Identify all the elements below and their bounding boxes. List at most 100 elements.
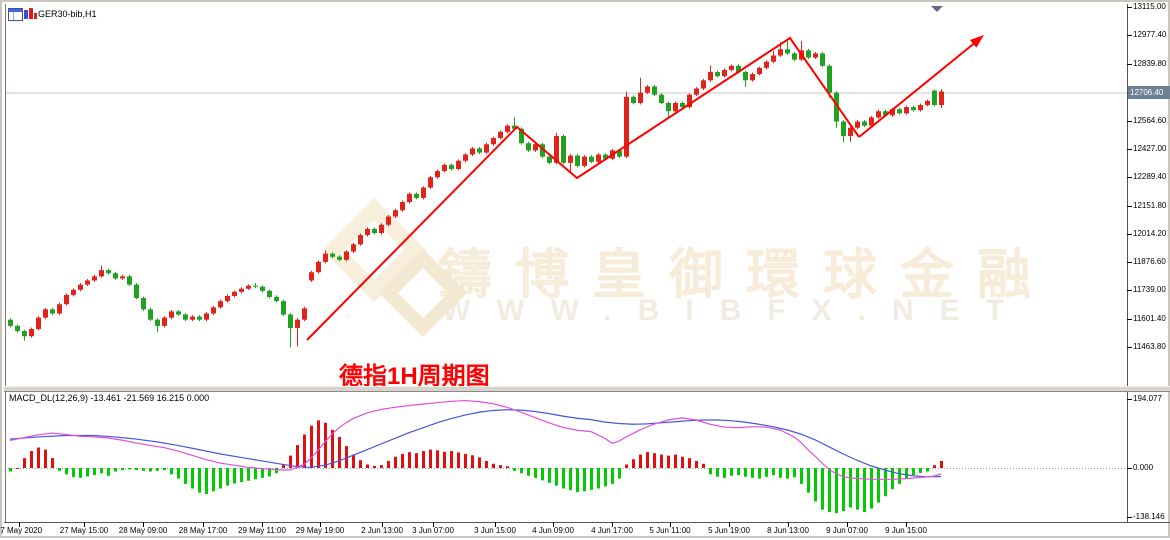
time-tick-label: 4 Jun 09:00 [532, 526, 574, 535]
candle-body [869, 117, 874, 126]
candle-body [687, 94, 692, 108]
macd-histogram-bar [415, 453, 418, 468]
macd-histogram-bar [191, 468, 194, 489]
trend-arrow-head [970, 35, 984, 48]
pane-splitter[interactable] [4, 386, 1170, 392]
time-tick-label: 5 Jun 11:00 [649, 526, 691, 535]
macd-histogram-bar [646, 452, 649, 468]
candle-body [596, 154, 601, 162]
time-tick-label: 5 Jun 19:00 [708, 526, 750, 535]
candle-body [568, 155, 573, 163]
time-tick-label: 8 Jun 13:00 [767, 526, 809, 535]
candle-body [715, 72, 720, 77]
candle-body [505, 125, 510, 132]
macd-histogram-bar [912, 468, 915, 476]
macd-histogram-bar [205, 468, 208, 495]
macd-histogram-bar [184, 468, 187, 484]
candle-body [281, 301, 286, 315]
macd-histogram-bar [457, 452, 460, 468]
macd-histogram-bar [58, 468, 61, 471]
candle-body [603, 154, 608, 159]
candle-body [876, 111, 881, 118]
macd-signal-line [9, 409, 942, 478]
macd-main-line [9, 399, 942, 480]
macd-histogram-bar [730, 468, 733, 476]
candle-body [827, 65, 832, 93]
candle-body [750, 74, 755, 81]
candle-body [673, 102, 678, 112]
candle-body [617, 150, 622, 157]
watermark-diamond-logo [322, 198, 426, 302]
price-tick-label: 12839.80 [1133, 59, 1167, 68]
candle-body [736, 65, 741, 73]
time-tick-label: 28 May 17:00 [178, 526, 228, 535]
candle-body [71, 289, 76, 295]
candle-body [50, 309, 55, 314]
macd-histogram-bar [793, 468, 796, 478]
macd-histogram-bar [884, 468, 887, 497]
candle-body [771, 55, 776, 62]
macd-histogram-bar [72, 468, 75, 478]
candle-body [442, 164, 447, 172]
candle-body [624, 96, 629, 157]
macd-histogram-bar [79, 468, 82, 478]
macd-histogram-bar [555, 468, 558, 486]
price-tick-label: 12151.80 [1133, 201, 1167, 210]
macd-histogram-bar [289, 455, 292, 468]
macd-histogram-bar [317, 420, 320, 468]
macd-scale-label: 194.077 [1133, 394, 1162, 403]
macd-histogram-bar [86, 468, 89, 477]
chart-caption: 德指1H周期图 [339, 363, 490, 390]
macd-histogram-bar [660, 454, 663, 468]
macd-histogram-bar [786, 468, 789, 479]
macd-histogram-bar [471, 455, 474, 468]
macd-histogram-bar [772, 468, 775, 476]
macd-histogram-bar [940, 460, 943, 468]
candle-body [526, 143, 531, 151]
candle-body [64, 294, 69, 305]
macd-histogram-bar [562, 468, 565, 489]
candle-body [708, 72, 713, 81]
macd-histogram-bar [429, 449, 432, 468]
macd-histogram-bar [408, 452, 411, 468]
macd-histogram-bar [436, 450, 439, 468]
macd-histogram-bar [814, 468, 817, 502]
candle-body [680, 102, 685, 108]
candle-body [267, 290, 272, 297]
candle-body [547, 156, 552, 163]
candle-body [589, 156, 594, 162]
macd-histogram-bar [688, 458, 691, 468]
candle-body [190, 316, 195, 320]
macd-histogram-bar [597, 468, 600, 489]
candle-body [351, 244, 356, 252]
symbol-timeframe-label: GER30-bib,H1 [38, 9, 97, 19]
candle-body [92, 276, 97, 281]
macd-histogram-bar [758, 468, 761, 479]
candle-body [911, 107, 916, 111]
candle-body [295, 319, 300, 328]
macd-histogram-bar [401, 453, 404, 468]
macd-histogram-bar [352, 454, 355, 468]
candle-body [729, 65, 734, 70]
macd-histogram-bar [583, 468, 586, 492]
macd-histogram-bar [149, 468, 152, 472]
time-tick-label: 3 Jun 07:00 [412, 526, 454, 535]
macd-histogram-bar [807, 468, 810, 493]
macd-histogram-bar [121, 468, 124, 471]
candle-body [463, 154, 468, 161]
macd-histogram-bar [233, 468, 236, 484]
macd-histogram-bar [23, 458, 26, 468]
time-tick-label: 29 May 11:00 [238, 526, 286, 535]
macd-histogram-bar [618, 468, 621, 479]
candle-body [337, 256, 342, 260]
time-tick-label: 9 Jun 07:00 [826, 526, 868, 535]
macd-histogram-bar [639, 454, 642, 468]
macd-histogram-bar [933, 465, 936, 468]
macd-histogram-bar [877, 468, 880, 503]
candle-body [694, 88, 699, 95]
scroll-position-marker [931, 6, 943, 12]
macd-histogram-bar [765, 468, 768, 477]
candle-body [393, 210, 398, 217]
price-tick-label: 12564.60 [1133, 116, 1167, 125]
